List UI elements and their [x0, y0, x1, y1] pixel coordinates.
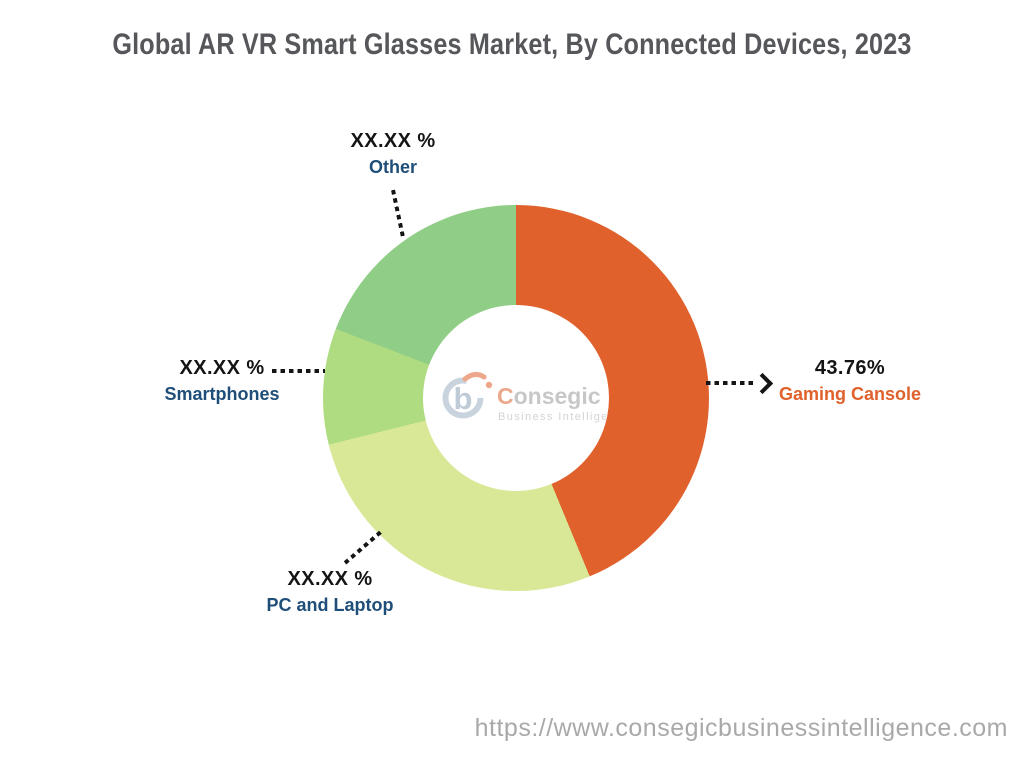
callout-gaming-cansole: 43.76% Gaming Cansole: [779, 357, 921, 405]
watermark-url: https://www.consegicbusinessintelligence…: [474, 714, 1008, 742]
segment-label-smartphones: Smartphones: [164, 384, 280, 404]
chart-title: Global AR VR Smart Glasses Market, By Co…: [112, 28, 912, 61]
donut-hole: [423, 305, 609, 491]
brand-name: Consegic: [497, 383, 601, 409]
callout-pc-and-laptop: XX.XX % PC and Laptop: [267, 568, 394, 616]
segment-label-gaming-cansole: Gaming Cansole: [778, 384, 922, 404]
segment-label-pc-and-laptop: PC and Laptop: [266, 595, 394, 615]
segment-value-pc-and-laptop: XX.XX %: [287, 568, 373, 590]
logo-letter: b: [454, 381, 473, 416]
watermark-logo: b Consegic Business Intelligence: [442, 371, 606, 423]
logo-swoosh: [462, 371, 487, 382]
callout-smartphones: XX.XX % Smartphones: [164, 357, 279, 405]
segment-value-smartphones: XX.XX %: [179, 357, 265, 379]
leader-line-pc-and-laptop: [343, 529, 383, 565]
logo-dot: [485, 381, 493, 389]
brand-rest: onsegic: [514, 383, 601, 409]
segment-label-other: Other: [368, 157, 417, 177]
callout-other: XX.XX % Other: [350, 130, 435, 178]
segment-value-other: XX.XX %: [350, 130, 436, 152]
leader-line-smartphones: [272, 369, 325, 373]
segment-value-gaming-cansole: 43.76%: [814, 357, 886, 379]
arrow-right-icon: [751, 372, 774, 395]
leader-line-gaming-cansole: [706, 381, 757, 385]
leader-line-other: [391, 189, 406, 240]
brand-subtitle: Business Intelligence: [498, 411, 606, 423]
brand-initial: C: [497, 383, 514, 409]
